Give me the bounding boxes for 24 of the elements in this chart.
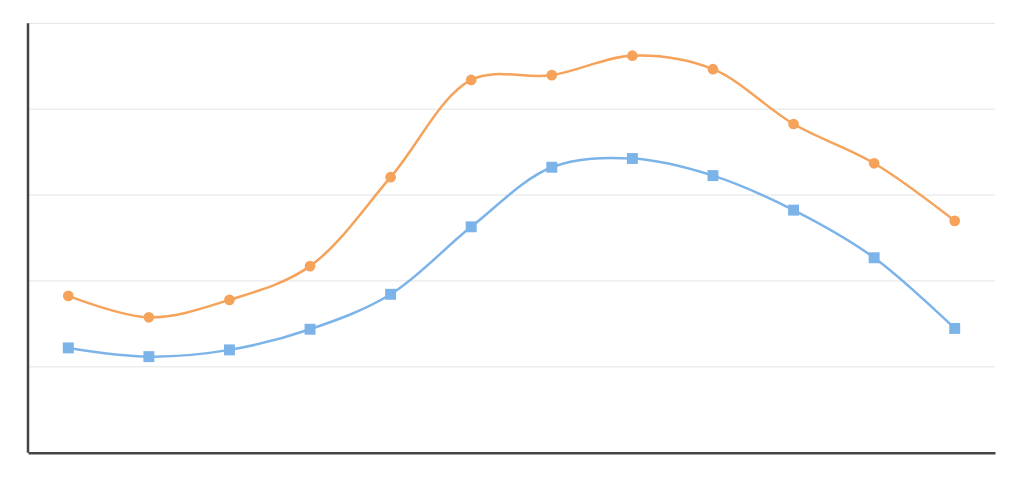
point: [385, 288, 397, 300]
point: [223, 344, 235, 356]
point: [949, 322, 961, 334]
point: [465, 221, 477, 233]
point: [949, 215, 961, 227]
point: [627, 50, 638, 62]
point: [546, 161, 558, 173]
point: [626, 153, 638, 164]
point: [304, 323, 316, 335]
point: [385, 171, 396, 183]
point: [62, 342, 74, 354]
point: [143, 311, 155, 323]
point: [868, 252, 880, 264]
point: [304, 260, 316, 272]
point: [143, 351, 155, 363]
point: [707, 170, 719, 182]
point: [546, 69, 558, 81]
point: [868, 157, 880, 169]
point: [62, 290, 74, 302]
point: [788, 118, 799, 130]
point: [224, 294, 235, 306]
point: [788, 204, 800, 216]
point: [465, 74, 477, 86]
point: [707, 63, 719, 75]
